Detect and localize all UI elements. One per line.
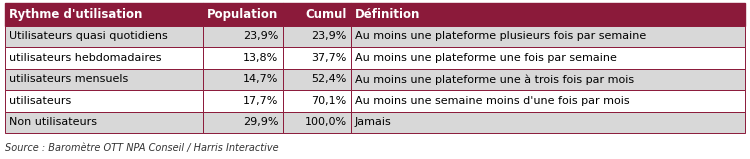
Text: 37,7%: 37,7% [311, 53, 346, 63]
Text: Source : Baromètre OTT NPA Conseil / Harris Interactive: Source : Baromètre OTT NPA Conseil / Har… [5, 143, 279, 153]
Text: 13,8%: 13,8% [243, 53, 278, 63]
Text: 14,7%: 14,7% [243, 74, 278, 84]
Bar [5, 26, 203, 47]
Bar [283, 47, 350, 69]
Text: Cumul: Cumul [305, 8, 347, 21]
Text: 17,7%: 17,7% [243, 96, 278, 106]
Bar [283, 3, 350, 26]
Bar [350, 47, 745, 69]
Text: Non utilisateurs: Non utilisateurs [9, 117, 97, 127]
Bar [203, 3, 283, 26]
Bar [350, 26, 745, 47]
Bar [350, 3, 745, 26]
Bar [283, 69, 350, 90]
Bar [283, 112, 350, 133]
Text: 100,0%: 100,0% [304, 117, 346, 127]
Text: 23,9%: 23,9% [311, 31, 346, 41]
Bar [5, 69, 203, 90]
Bar [5, 112, 203, 133]
Text: Au moins une semaine moins d'une fois par mois: Au moins une semaine moins d'une fois pa… [355, 96, 629, 106]
Bar [283, 90, 350, 112]
Bar [203, 90, 283, 112]
Text: Au moins une plateforme plusieurs fois par semaine: Au moins une plateforme plusieurs fois p… [355, 31, 646, 41]
Bar [5, 3, 203, 26]
Text: 52,4%: 52,4% [311, 74, 346, 84]
Bar [350, 112, 745, 133]
Bar [283, 26, 350, 47]
Text: Définition: Définition [355, 8, 420, 21]
Bar [350, 69, 745, 90]
Text: Jamais: Jamais [355, 117, 392, 127]
Text: Rythme d'utilisation: Rythme d'utilisation [9, 8, 142, 21]
Bar [5, 47, 203, 69]
Text: utilisateurs hebdomadaires: utilisateurs hebdomadaires [9, 53, 161, 63]
Text: Au moins une plateforme une à trois fois par mois: Au moins une plateforme une à trois fois… [355, 74, 634, 85]
Bar [203, 26, 283, 47]
Text: 70,1%: 70,1% [311, 96, 346, 106]
Text: 23,9%: 23,9% [243, 31, 278, 41]
Bar [203, 112, 283, 133]
Bar [203, 69, 283, 90]
Bar [350, 90, 745, 112]
Text: Au moins une plateforme une fois par semaine: Au moins une plateforme une fois par sem… [355, 53, 616, 63]
Text: Utilisateurs quasi quotidiens: Utilisateurs quasi quotidiens [9, 31, 168, 41]
Text: 29,9%: 29,9% [243, 117, 278, 127]
Text: utilisateurs mensuels: utilisateurs mensuels [9, 74, 128, 84]
Text: utilisateurs: utilisateurs [9, 96, 71, 106]
Bar [5, 90, 203, 112]
Text: Population: Population [207, 8, 278, 21]
Bar [203, 47, 283, 69]
